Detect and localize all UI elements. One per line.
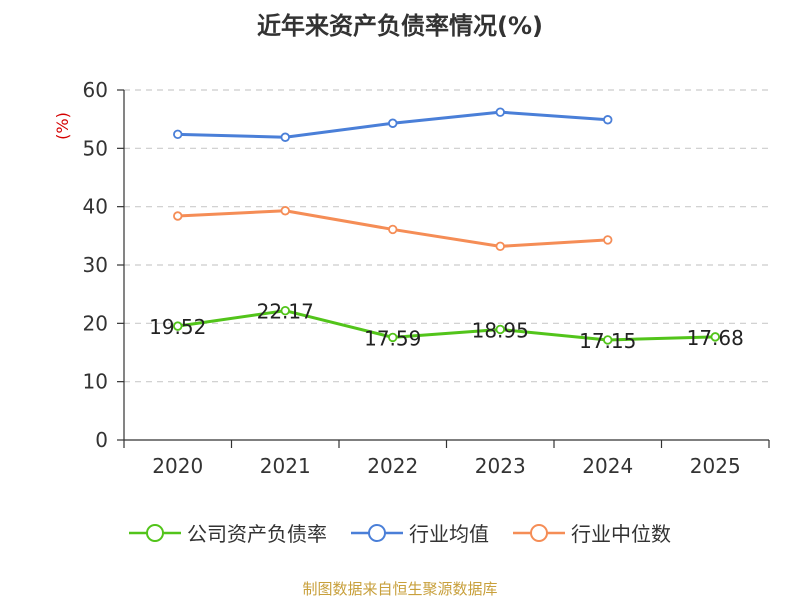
data-point — [388, 332, 398, 343]
data-label: 17.68 — [687, 326, 744, 350]
legend-item-industry-avg[interactable]: 行业均值 — [351, 518, 489, 547]
y-tick-label: 40 — [83, 195, 108, 219]
data-label: 22.17 — [257, 300, 314, 324]
legend-line-marker-blue — [351, 523, 403, 542]
chart-title: 近年来资产负债率情况(%) — [257, 12, 543, 40]
x-tick-label: 2022 — [367, 454, 418, 478]
chart-legend: 公司资产负债率 行业均值 行业中位数 — [0, 518, 800, 547]
legend-item-company[interactable]: 公司资产负债率 — [129, 518, 327, 547]
data-point — [495, 241, 505, 252]
legend-item-industry-median[interactable]: 行业中位数 — [513, 518, 671, 547]
grid-layer — [124, 89, 769, 383]
data-point — [710, 332, 720, 342]
legend-label: 行业中位数 — [571, 522, 671, 546]
y-tick-label: 30 — [83, 253, 108, 277]
source-note: 制图数据来自恒生聚源数据库 — [302, 580, 498, 598]
data-point — [280, 206, 290, 216]
data-point — [173, 321, 183, 331]
data-point — [495, 107, 505, 117]
x-tick-label: 2023 — [475, 454, 526, 478]
data-label-layer: 19.52 22.17 17.59 18.95 17.15 17.68 — [149, 300, 744, 353]
y-tick-label: 0 — [95, 428, 108, 452]
y-tick-label: 10 — [83, 370, 108, 394]
series-layer — [173, 107, 720, 345]
x-tick-label: 2025 — [690, 454, 741, 478]
legend-label: 行业均值 — [409, 522, 489, 546]
series-line-0 — [177, 309, 716, 342]
legend-line-marker-orange — [513, 523, 565, 542]
y-tick-label: 50 — [83, 136, 108, 160]
data-point — [603, 235, 613, 245]
data-point — [495, 324, 505, 335]
data-point — [388, 224, 398, 235]
axis-layer: 0 10 20 30 40 50 60 2020 2021 2022 2023 2024 2025 — [83, 78, 770, 478]
data-point — [603, 335, 613, 345]
y-axis-unit-label: (%) — [53, 112, 72, 140]
data-label: 17.59 — [364, 326, 421, 350]
data-label: 19.52 — [149, 315, 206, 339]
data-label: 18.95 — [472, 318, 529, 342]
data-point — [280, 305, 290, 316]
y-tick-label: 20 — [83, 311, 108, 335]
y-tick-label: 60 — [83, 78, 108, 102]
data-point — [603, 115, 613, 125]
legend-line-marker-green — [129, 523, 181, 542]
data-label: 17.15 — [579, 329, 636, 353]
x-tick-label: 2021 — [260, 454, 311, 478]
x-tick-label: 2024 — [582, 454, 633, 478]
legend-label: 公司资产负债率 — [187, 522, 327, 546]
data-point — [388, 118, 398, 128]
x-tick-label: 2020 — [152, 454, 203, 478]
data-point — [173, 129, 183, 140]
data-point — [173, 211, 183, 221]
data-point — [280, 132, 290, 142]
